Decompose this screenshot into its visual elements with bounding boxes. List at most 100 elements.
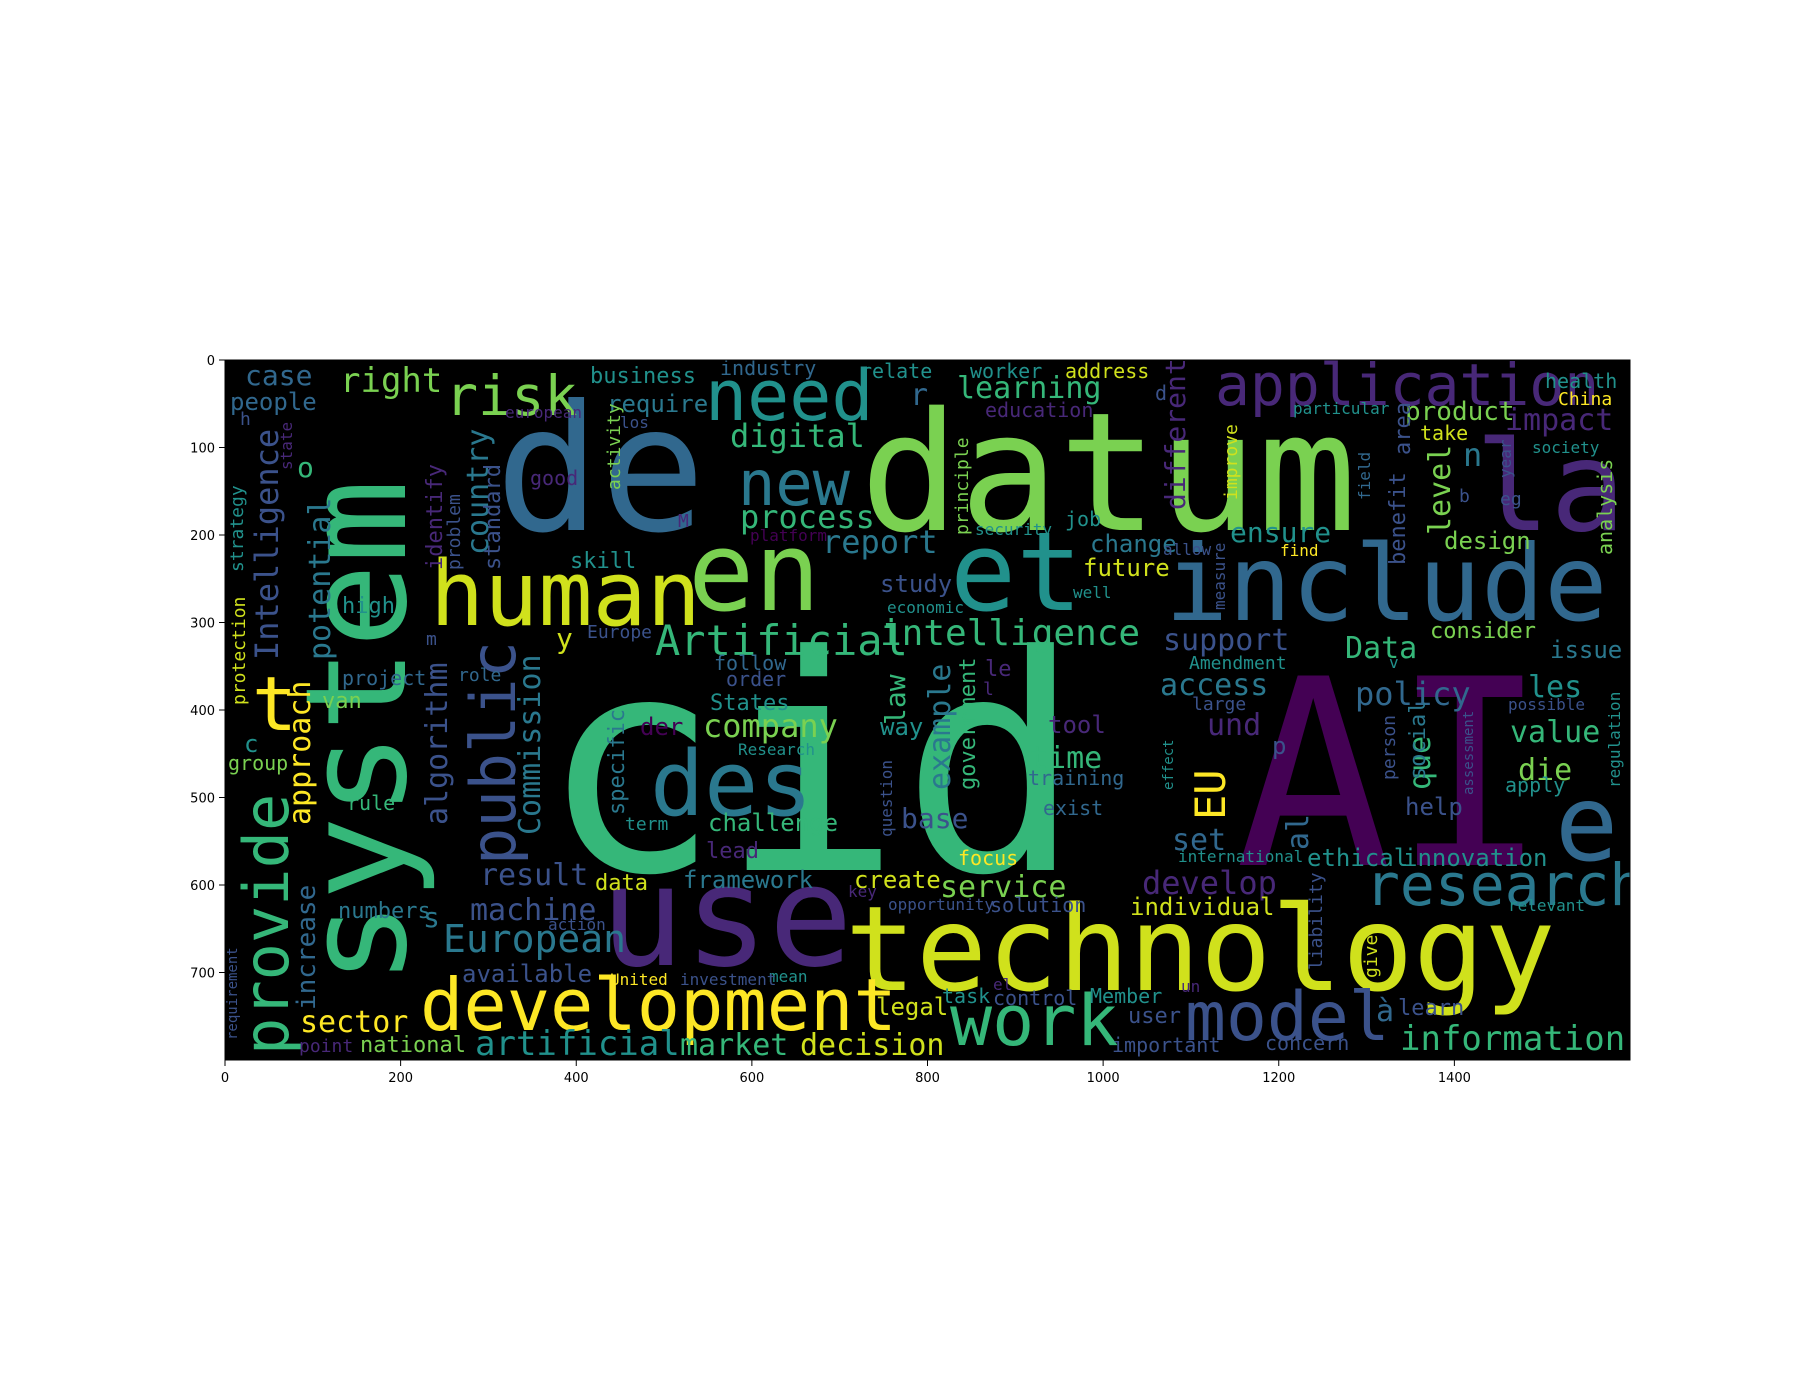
word-artificial: artificial [475, 1024, 680, 1064]
word-economic: economic [887, 598, 964, 617]
word-order: order [726, 667, 786, 691]
word-policy: policy [1355, 675, 1471, 713]
word-die: die [1518, 753, 1572, 788]
word-relevant: relevant [1508, 896, 1585, 915]
word-public: public [457, 641, 530, 865]
word-al-194: al [1281, 814, 1316, 850]
y-tick-label: 200 [190, 529, 215, 544]
word-commission: Commission [513, 654, 548, 835]
word-education: education [985, 398, 1093, 422]
word-des: des [650, 732, 813, 837]
word-benefit: benefit [1386, 472, 1411, 565]
word-information: information [1400, 1019, 1625, 1059]
word-amendment: Amendment [1189, 653, 1287, 674]
x-tick-label: 1000 [1087, 1071, 1120, 1086]
word-high: high [342, 594, 395, 619]
word-opportunity: opportunity [888, 895, 994, 914]
word-b-191: b [1459, 486, 1470, 507]
word-possible: possible [1508, 695, 1585, 714]
word-consider: consider [1430, 619, 1536, 644]
word-state: state [277, 422, 296, 470]
word-social: social [1406, 701, 1431, 780]
word-result: result [480, 858, 588, 893]
word-company: company [703, 707, 838, 745]
word-research: research [1365, 851, 1644, 919]
word-van: van [322, 689, 362, 714]
word-user: user [1128, 1004, 1181, 1029]
word-mean: mean [769, 967, 808, 986]
word-health: health [1545, 369, 1617, 393]
y-tick-label: 400 [190, 704, 215, 719]
word-v-193: v [1389, 653, 1399, 672]
word-group: group [228, 751, 288, 775]
word-different: different [1159, 358, 1192, 510]
word-eg-192: eg [1500, 489, 1522, 510]
word-country: country [461, 429, 496, 555]
word-innovation: innovation [1403, 844, 1548, 872]
word-tool: tool [1048, 711, 1106, 739]
word-united: United [610, 970, 668, 989]
word-relate: relate [860, 359, 932, 383]
word-business: business [590, 364, 696, 389]
word-focus: focus [958, 846, 1018, 870]
word-technology: technology [845, 880, 1555, 1018]
word-question: question [877, 760, 896, 837]
word-intelligence: intelligence [880, 613, 1140, 654]
word-address: address [1065, 359, 1149, 383]
word-include: include [1165, 523, 1608, 645]
word-la-11: la [1475, 415, 1626, 560]
word-risk: risk [445, 364, 577, 428]
word-challenge: challenge [708, 809, 838, 837]
word-learn: learn [1398, 996, 1464, 1021]
word-european: european [505, 403, 582, 422]
word-algorithm: algorithm [420, 662, 455, 825]
x-tick-label: 400 [564, 1071, 589, 1086]
y-tick-label: 300 [190, 617, 215, 632]
word-specific: specific [605, 709, 630, 815]
word-decision: decision [800, 1028, 945, 1063]
word-states: States [710, 691, 789, 716]
word-point: point [299, 1036, 353, 1057]
word--195: à [1376, 994, 1394, 1029]
word-c-186: c [244, 730, 258, 758]
word-regulation: regulation [1605, 692, 1624, 788]
word-ai-1: AI [1235, 625, 1548, 927]
x-tick-label: 0 [221, 1071, 229, 1086]
word-r-182: r [910, 378, 928, 413]
word-person: person [1379, 715, 1400, 780]
word-d-189: d [1155, 381, 1167, 405]
word-provide: provide [230, 794, 303, 1055]
y-axis: 0 100 200 300 400 500 600 700 [190, 354, 225, 982]
word-e-12: e [1555, 763, 1618, 885]
y-tick-label: 100 [190, 442, 215, 457]
word-take: take [1420, 421, 1468, 445]
word-eu-24: EU [1186, 769, 1235, 820]
word-activity: activity [604, 403, 625, 490]
word-year: year [1496, 439, 1515, 478]
word-field: field [1355, 452, 1374, 500]
word-cid: cid [540, 592, 1082, 941]
word-principle: principle [952, 437, 973, 535]
word-development: development [420, 963, 897, 1047]
word-right: right [340, 361, 442, 401]
word-international: international [1178, 847, 1303, 866]
word-identify: identify [423, 464, 448, 570]
word-key: key [848, 882, 877, 901]
word-h-187: h [240, 409, 251, 430]
word-strategy: strategy [227, 485, 248, 572]
word-future: future [1083, 554, 1170, 582]
word-apply: apply [1505, 773, 1565, 797]
word-machine: machine [470, 893, 596, 928]
word-analysis: analysis [1593, 459, 1617, 555]
word-approach: approach [283, 681, 318, 826]
word-give: give [1361, 935, 1382, 978]
word-les: les [1528, 670, 1582, 705]
word-society: society [1532, 438, 1600, 457]
word-platform: platform [750, 526, 827, 545]
word-le-196: le [985, 657, 1012, 682]
word-protection: protection [229, 597, 250, 705]
word-datum: datum [860, 377, 1357, 569]
word-der: der [640, 713, 683, 741]
word-exist: exist [1043, 796, 1103, 820]
